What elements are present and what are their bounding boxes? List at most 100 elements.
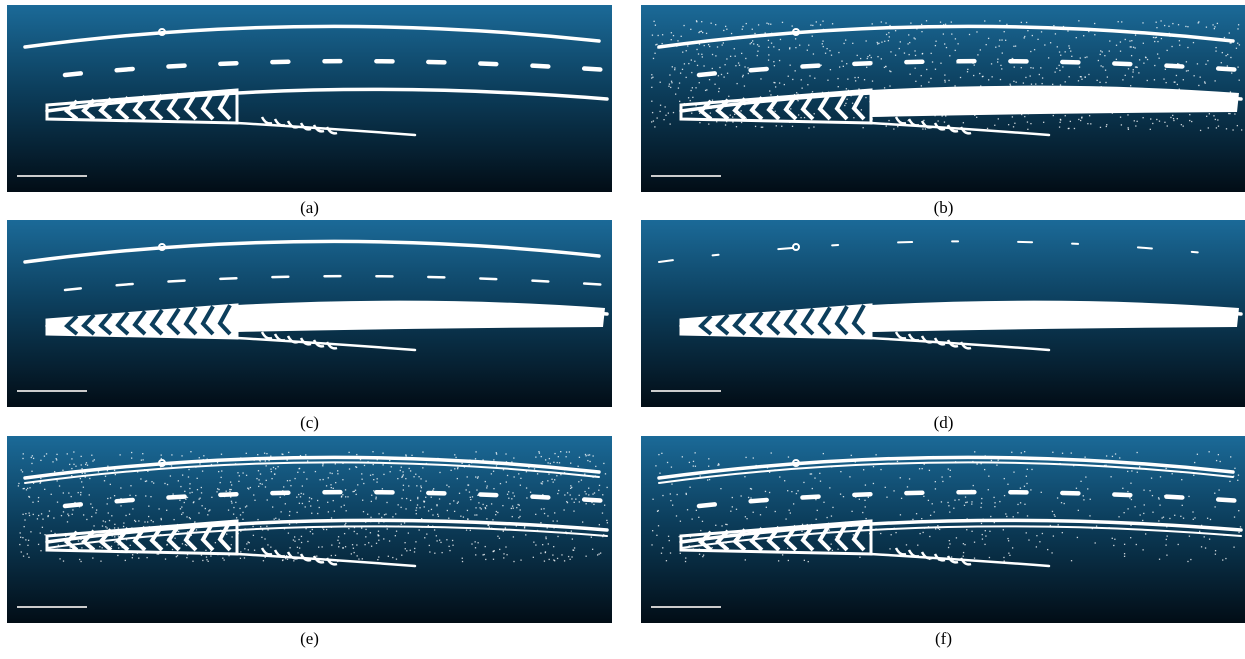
point-noise <box>492 519 493 520</box>
point-noise <box>851 455 852 456</box>
point-noise <box>872 98 873 99</box>
point-noise <box>1001 68 1002 69</box>
point-noise <box>879 95 880 96</box>
point-noise <box>695 105 696 106</box>
point-noise <box>525 530 526 531</box>
point-noise <box>745 58 746 59</box>
point-noise <box>187 554 188 555</box>
point-noise <box>888 32 889 33</box>
point-noise <box>1221 62 1222 63</box>
point-noise <box>1087 123 1088 124</box>
scale-bar <box>651 175 721 177</box>
point-noise <box>726 58 727 59</box>
point-noise <box>493 559 494 560</box>
point-noise <box>889 36 890 37</box>
point-noise <box>150 496 151 497</box>
point-noise <box>485 559 486 560</box>
point-noise <box>318 546 319 547</box>
point-noise <box>1019 103 1020 104</box>
point-noise <box>999 45 1000 46</box>
point-noise <box>56 454 57 455</box>
point-noise <box>1054 514 1055 515</box>
point-noise <box>1130 46 1131 47</box>
point-noise <box>288 532 289 533</box>
point-noise <box>704 45 705 46</box>
point-noise <box>25 539 26 540</box>
point-noise <box>389 540 390 541</box>
point-noise <box>309 501 310 502</box>
point-noise <box>863 469 864 470</box>
point-noise <box>566 533 567 534</box>
point-noise <box>466 529 467 530</box>
point-noise <box>1166 82 1167 83</box>
point-noise <box>545 538 546 539</box>
point-noise <box>821 65 822 66</box>
point-noise <box>1036 535 1037 536</box>
point-noise <box>804 532 805 533</box>
point-noise <box>1023 82 1024 83</box>
point-noise <box>253 494 254 495</box>
point-noise <box>1052 104 1053 105</box>
point-noise <box>855 64 856 65</box>
point-noise <box>1210 97 1211 98</box>
point-noise <box>38 497 39 498</box>
point-noise <box>475 458 476 459</box>
point-noise <box>158 553 159 554</box>
point-noise <box>1136 544 1137 545</box>
point-noise <box>773 61 774 62</box>
point-noise <box>249 542 250 543</box>
point-noise <box>984 544 985 545</box>
point-noise <box>984 20 985 21</box>
point-noise <box>813 94 814 95</box>
point-noise <box>478 476 479 477</box>
point-noise <box>337 470 338 471</box>
point-noise <box>87 465 88 466</box>
point-noise <box>1169 36 1170 37</box>
point-noise <box>878 43 879 44</box>
point-noise <box>297 547 298 548</box>
point-noise <box>982 76 983 77</box>
point-noise <box>771 100 772 101</box>
point-noise <box>703 65 704 66</box>
figure: (a)(b)(c)(d)(e)(f) <box>0 0 1245 654</box>
point-noise <box>869 55 870 56</box>
point-noise <box>1201 525 1202 526</box>
point-noise <box>653 58 654 59</box>
point-noise <box>233 513 234 514</box>
point-noise <box>65 533 66 534</box>
point-noise <box>751 488 752 489</box>
point-noise <box>845 39 846 40</box>
point-noise <box>383 521 384 522</box>
point-noise <box>470 499 471 500</box>
point-noise <box>118 527 119 528</box>
point-noise <box>537 473 538 474</box>
point-noise <box>1097 110 1098 111</box>
point-noise <box>1210 38 1211 39</box>
point-noise <box>502 505 503 506</box>
point-noise <box>668 112 669 113</box>
point-noise <box>1227 65 1228 66</box>
point-noise <box>673 112 674 113</box>
point-noise <box>33 458 34 459</box>
point-noise <box>671 483 672 484</box>
point-noise <box>120 498 121 499</box>
point-noise <box>1217 23 1218 24</box>
point-noise <box>289 511 290 512</box>
point-noise <box>477 478 478 479</box>
point-noise <box>708 123 709 124</box>
point-noise <box>63 511 64 512</box>
point-noise <box>258 479 259 480</box>
point-noise <box>306 478 307 479</box>
point-noise <box>237 531 238 532</box>
point-noise <box>1014 458 1015 459</box>
point-noise <box>1093 30 1094 31</box>
point-noise <box>177 555 178 556</box>
point-noise <box>875 454 876 455</box>
point-noise <box>1108 93 1109 94</box>
point-noise <box>1197 454 1198 455</box>
point-noise <box>1120 51 1121 52</box>
point-noise <box>916 513 917 514</box>
point-noise <box>703 555 704 556</box>
point-noise <box>602 536 603 537</box>
point-noise <box>401 467 402 468</box>
